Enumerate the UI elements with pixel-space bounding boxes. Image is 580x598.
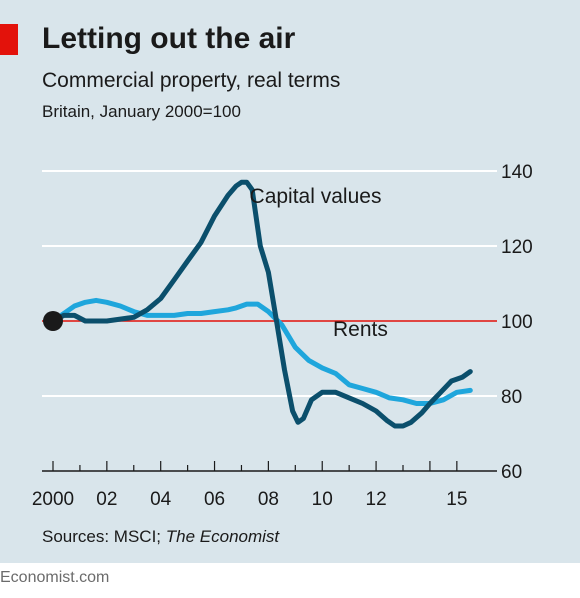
annotations: Capital values Rents xyxy=(250,185,388,341)
series-label-rents: Rents xyxy=(333,318,388,341)
x-tick-label-02: 02 xyxy=(96,489,117,510)
y-tick-label-140: 140 xyxy=(501,162,533,183)
y-tick-label-80: 80 xyxy=(501,387,522,408)
chart-subtitle: Commercial property, real terms xyxy=(42,69,341,92)
footer-brand: Economist.com xyxy=(0,569,110,586)
x-tick-label-15: 15 xyxy=(446,489,467,510)
gridlines xyxy=(42,170,497,397)
chart-title: Letting out the air xyxy=(42,22,296,55)
series-line-rents xyxy=(50,297,473,406)
chart-panel xyxy=(0,0,580,563)
unit-note: Britain, January 2000=100 xyxy=(42,102,241,121)
x-tick-label-08: 08 xyxy=(258,489,279,510)
x-tick-label-12: 12 xyxy=(366,489,387,510)
x-tick-label-06: 06 xyxy=(204,489,225,510)
y-tick-label-120: 120 xyxy=(501,237,533,258)
start-point-marker xyxy=(43,311,63,331)
line-chart: 2000 02 04 06 08 10 12 15 60 80 100 120 140 Capital… xyxy=(32,162,533,510)
x-tick-label-04: 04 xyxy=(150,489,172,510)
source-note: Sources: MSCI; The Economist xyxy=(42,527,279,547)
x-tick-label-10: 10 xyxy=(312,489,333,510)
series-line-capital-values xyxy=(50,179,473,429)
y-tick-label-60: 60 xyxy=(501,462,522,483)
source-italic: The Economist xyxy=(165,527,280,546)
y-tick-label-100: 100 xyxy=(501,312,533,333)
series xyxy=(43,179,473,429)
accent-tag xyxy=(0,24,18,55)
series-label-capital-values: Capital values xyxy=(250,185,382,208)
x-axis: 2000 02 04 06 08 10 12 15 xyxy=(32,461,497,510)
source-prefix: Sources: MSCI; xyxy=(42,527,166,546)
y-axis: 60 80 100 120 140 xyxy=(501,162,533,483)
x-tick-label-2000: 2000 xyxy=(32,489,74,510)
